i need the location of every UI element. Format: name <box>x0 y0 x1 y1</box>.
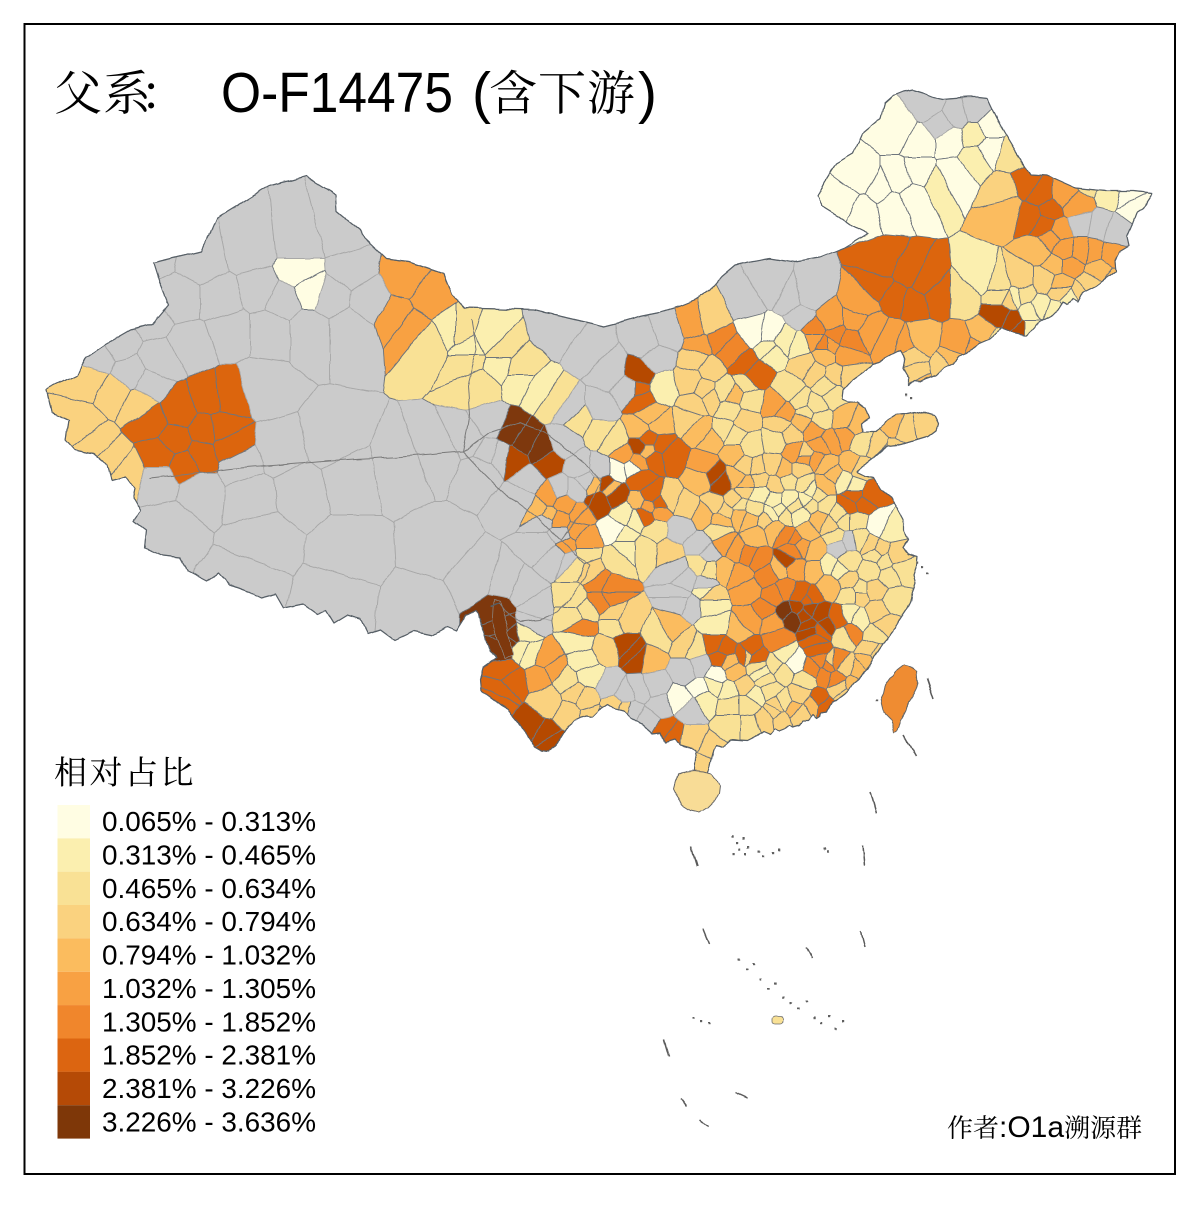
svg-text:3.226% - 3.636%: 3.226% - 3.636% <box>102 1106 316 1137</box>
svg-text:0.465% - 0.634%: 0.465% - 0.634% <box>102 873 316 904</box>
svg-text:1.032% - 1.305%: 1.032% - 1.305% <box>102 973 316 1004</box>
svg-text:0.065% - 0.313%: 0.065% - 0.313% <box>102 806 316 837</box>
svg-text::O1a: :O1a <box>999 1111 1064 1144</box>
svg-text:(: ( <box>472 61 491 125</box>
svg-text:O-F14475: O-F14475 <box>221 61 453 125</box>
svg-text:0.634% - 0.794%: 0.634% - 0.794% <box>102 906 316 937</box>
svg-text:2.381% - 3.226%: 2.381% - 3.226% <box>102 1073 316 1104</box>
svg-text:1.852% - 2.381%: 1.852% - 2.381% <box>102 1040 316 1071</box>
svg-text:0.794% - 1.032%: 0.794% - 1.032% <box>102 940 316 971</box>
svg-text:1.305% - 1.852%: 1.305% - 1.852% <box>102 1006 316 1037</box>
svg-text:0.313% - 0.465%: 0.313% - 0.465% <box>102 840 316 871</box>
svg-text:): ) <box>638 61 657 125</box>
